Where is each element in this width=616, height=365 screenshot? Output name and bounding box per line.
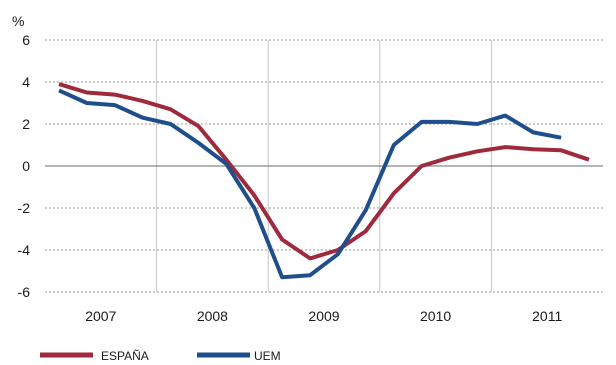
y-tick-label: 2 — [22, 116, 30, 132]
y-tick-label: -6 — [18, 284, 31, 300]
y-tick-label: -4 — [18, 242, 31, 258]
x-tick-label: 2011 — [532, 308, 562, 324]
horizontal-gridlines — [45, 39, 603, 293]
legend-label: UEM — [254, 349, 281, 363]
series-line-uem — [58, 88, 562, 280]
series-line-espana — [58, 82, 590, 261]
y-tick-label: -2 — [18, 200, 31, 216]
series-lines — [58, 82, 590, 280]
x-axis-category-labels: 2007 2008 2009 2010 2011 — [85, 308, 562, 324]
y-tick-label: 0 — [22, 158, 30, 174]
legend: ESPAÑA UEM — [40, 349, 281, 363]
y-axis-unit-label: % — [12, 13, 24, 29]
x-tick-label: 2009 — [308, 308, 339, 324]
x-tick-label: 2010 — [420, 308, 451, 324]
y-axis-tick-labels: -6 -4 -2 0 2 4 6 — [18, 32, 31, 300]
y-tick-label: 6 — [22, 32, 30, 48]
y-tick-label: 4 — [22, 74, 30, 90]
x-tick-label: 2008 — [197, 308, 228, 324]
legend-label: ESPAÑA — [101, 349, 149, 363]
x-tick-label: 2007 — [85, 308, 116, 324]
